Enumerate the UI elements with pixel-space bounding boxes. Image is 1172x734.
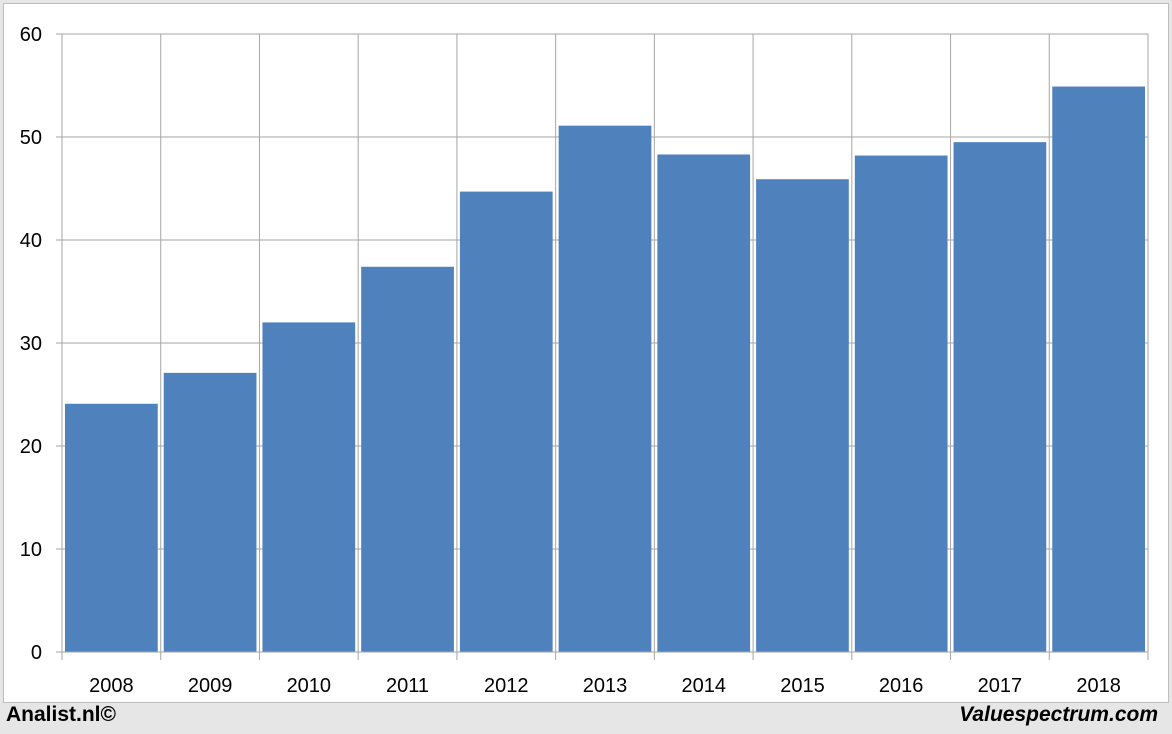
x-tick-label-2013: 2013	[583, 675, 628, 697]
x-tick-label-2009: 2009	[188, 675, 233, 697]
y-tick-label-40: 40	[20, 230, 42, 252]
x-tick-label-2017: 2017	[978, 675, 1023, 697]
bar-2013	[558, 125, 652, 653]
bar-2010	[262, 322, 356, 652]
y-tick-label-20: 20	[20, 436, 42, 458]
bar-2008	[65, 403, 158, 652]
y-tick-label-10: 10	[20, 539, 42, 561]
x-tick-label-2016: 2016	[879, 675, 924, 697]
x-tick-label-2008: 2008	[89, 675, 134, 697]
axes	[56, 33, 1149, 660]
footer-source-left: Analist.nl©	[6, 703, 116, 726]
bar-2015	[756, 179, 849, 653]
bar-2014	[657, 154, 751, 652]
y-tick-labels: 0 10 20 30 40 50 60	[20, 24, 42, 664]
x-tick-labels: 2008 2009 2010 2011 2012 2013 2014 2015 2016 2017…	[89, 675, 1121, 697]
bar-2009	[163, 372, 257, 652]
x-tick-label-2012: 2012	[484, 675, 529, 697]
bar-2017	[953, 142, 1047, 652]
x-tick-label-2010: 2010	[287, 675, 332, 697]
bar-2011	[361, 266, 454, 652]
y-tick-label-50: 50	[20, 127, 42, 149]
x-tick-label-2014: 2014	[681, 675, 726, 697]
bars	[65, 86, 1145, 653]
y-tick-label-30: 30	[20, 333, 42, 355]
y-tick-label-0: 0	[31, 642, 42, 664]
bar-2012	[459, 191, 553, 652]
bar-2016	[854, 155, 948, 653]
x-tick-label-2015: 2015	[780, 675, 825, 697]
footer-source-right: Valuespectrum.com	[959, 703, 1158, 726]
y-tick-label-60: 60	[20, 24, 42, 46]
x-tick-label-2011: 2011	[386, 675, 429, 697]
bar-2018	[1052, 86, 1145, 652]
x-tick-label-2018: 2018	[1076, 675, 1121, 697]
